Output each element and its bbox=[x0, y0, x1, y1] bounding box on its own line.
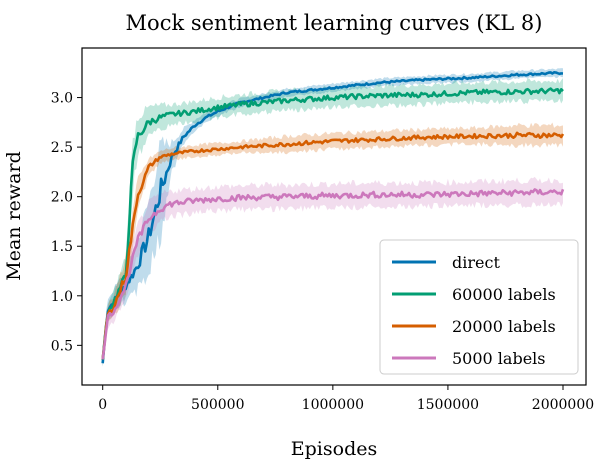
plot-frame bbox=[81, 47, 587, 386]
band-20000-labels bbox=[102, 122, 563, 365]
x-axis: 0 500000 1000000 1500000 2000000 bbox=[98, 385, 594, 413]
y-tick-label: 2.0 bbox=[51, 190, 73, 206]
band-5000-labels bbox=[102, 176, 563, 365]
series-line-direct bbox=[101, 71, 564, 364]
x-tick-label: 1000000 bbox=[302, 397, 364, 413]
y-tick-label: 1.0 bbox=[51, 289, 73, 305]
legend: direct 60000 labels 20000 labels 5000 label… bbox=[379, 239, 579, 375]
x-tick-label: 500000 bbox=[191, 397, 244, 413]
band-60000-labels bbox=[102, 78, 563, 367]
series-line-20000-labels bbox=[101, 131, 565, 360]
legend-label-20000-labels: 20000 labels bbox=[452, 317, 556, 336]
legend-label-direct: direct bbox=[452, 253, 500, 272]
confidence-bands bbox=[102, 68, 563, 367]
legend-label-60000-labels: 60000 labels bbox=[452, 285, 556, 304]
x-tick-label: 1500000 bbox=[417, 397, 479, 413]
y-tick-label: 1.5 bbox=[51, 239, 73, 255]
y-tick-label: 3.0 bbox=[51, 91, 73, 107]
y-tick-label: 0.5 bbox=[51, 338, 73, 354]
series-line-5000-labels bbox=[101, 188, 565, 360]
y-axis-label: Mean reward bbox=[3, 151, 25, 280]
y-axis: 0.5 1.0 1.5 2.0 2.5 3.0 bbox=[51, 91, 82, 354]
y-tick-label: 2.5 bbox=[51, 140, 73, 156]
legend-label-5000-labels: 5000 labels bbox=[452, 349, 546, 368]
series-line-60000-labels bbox=[101, 87, 564, 361]
x-tick-label: 2000000 bbox=[532, 397, 594, 413]
x-axis-label: Episodes bbox=[291, 438, 377, 460]
x-tick-label: 0 bbox=[98, 397, 107, 413]
chart-title: Mock sentiment learning curves (KL 8) bbox=[126, 11, 543, 35]
series-lines bbox=[101, 71, 565, 364]
legend-box bbox=[379, 239, 579, 375]
